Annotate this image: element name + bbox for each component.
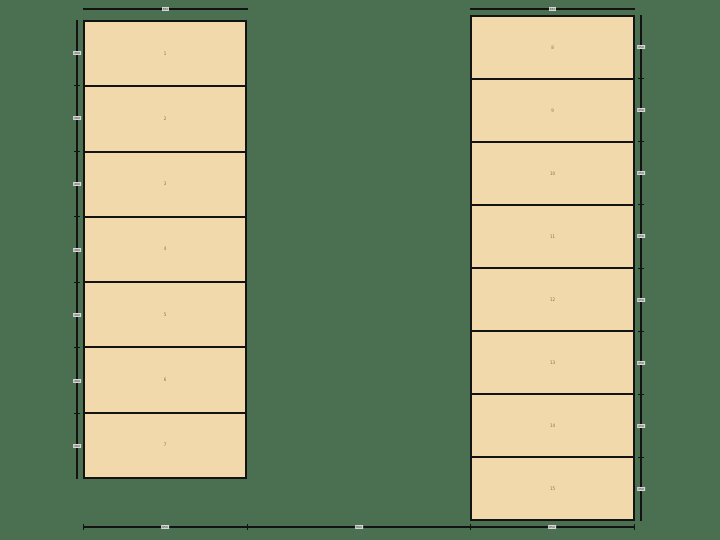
- bottom-dimension-label: 650: [548, 525, 556, 529]
- panel-part: 5: [85, 281, 245, 346]
- panel-part: 6: [85, 346, 245, 411]
- top-width-dimension-line-right: 650: [470, 7, 635, 11]
- part-height-dimension-label: 250: [637, 424, 645, 429]
- part-number: 10: [549, 170, 556, 176]
- dimension-tick: [247, 524, 248, 530]
- panel-part: 4: [85, 215, 245, 281]
- bottom-dimension-label: 650: [161, 525, 169, 529]
- part-number: 6: [163, 377, 167, 383]
- part-number: 12: [549, 296, 556, 302]
- bottom-chained-dimension-line: 650 890 650: [83, 524, 635, 530]
- part-height-dimension-label: 260: [73, 116, 81, 121]
- part-number: 15: [549, 485, 556, 491]
- dimension-tick: [638, 267, 644, 269]
- width-dimension-label: 650: [161, 7, 170, 11]
- part-height-dimension-label: 250: [637, 44, 645, 49]
- dimension-tick: [74, 216, 80, 218]
- panel-part: 12: [472, 267, 633, 330]
- part-height-dimension-label: 250: [637, 487, 645, 492]
- dimension-tick: [638, 394, 644, 395]
- dimension-tick: [74, 150, 80, 152]
- part-number: 13: [549, 359, 556, 365]
- bottom-dimension-label: 890: [355, 525, 363, 529]
- dimension-tick: [634, 524, 635, 530]
- dimension-tick: [638, 141, 644, 142]
- part-number: 9: [551, 107, 554, 113]
- part-number: 11: [549, 233, 556, 239]
- part-number: 1: [163, 50, 167, 56]
- dimension-tick: [470, 524, 471, 530]
- part-height-dimension-label: 260: [73, 247, 81, 252]
- panel-part: 3: [85, 150, 245, 216]
- panel-part: 2: [85, 85, 245, 150]
- dimension-tick: [83, 524, 84, 530]
- dimension-tick: [638, 330, 644, 332]
- panel-part: 10: [472, 141, 633, 204]
- part-height-dimension-label: 250: [637, 171, 645, 176]
- panel-part: 7: [85, 411, 245, 477]
- part-height-dimension-label: 250: [637, 107, 645, 112]
- dimension-tick: [638, 204, 644, 206]
- dimension-tick: [638, 77, 644, 79]
- part-height-dimension-label: 250: [637, 360, 645, 365]
- side-height-dimension-line-right: 250 250 250 250 250 250 250 250: [637, 15, 645, 521]
- side-height-dimension-line-left: 260 260 260 260 260 260 260: [73, 20, 81, 479]
- sheet-right: 8 9 10 11 12 13 14 15: [470, 15, 635, 521]
- part-number: 4: [163, 246, 167, 252]
- panel-part: 1: [85, 22, 245, 85]
- part-number: 7: [163, 442, 167, 448]
- part-height-dimension-label: 260: [73, 378, 81, 383]
- part-number: 14: [549, 422, 556, 428]
- panel-part: 11: [472, 204, 633, 267]
- part-number: 5: [163, 311, 167, 317]
- part-number: 2: [163, 115, 167, 121]
- part-height-dimension-label: 260: [73, 181, 81, 186]
- part-height-dimension-label: 260: [73, 444, 81, 449]
- panel-part: 15: [472, 456, 633, 519]
- top-width-dimension-line-left: 650: [83, 7, 248, 11]
- part-number: 3: [163, 181, 167, 187]
- panel-part: 8: [472, 17, 633, 78]
- part-height-dimension-label: 260: [73, 50, 81, 55]
- part-height-dimension-label: 250: [637, 234, 645, 239]
- dimension-tick: [74, 281, 80, 283]
- part-height-dimension-label: 250: [637, 297, 645, 302]
- dimension-tick: [74, 412, 80, 414]
- panel-part: 13: [472, 330, 633, 393]
- part-number: 8: [551, 44, 554, 50]
- dimension-tick: [74, 347, 80, 349]
- panel-part: 14: [472, 393, 633, 456]
- panel-part: 9: [472, 78, 633, 141]
- sheet-left: 1 2 3 4 5 6 7: [83, 20, 247, 479]
- part-height-dimension-label: 260: [73, 313, 81, 318]
- width-dimension-label: 650: [548, 7, 557, 11]
- dimension-tick: [74, 85, 80, 87]
- dimension-tick: [638, 457, 644, 459]
